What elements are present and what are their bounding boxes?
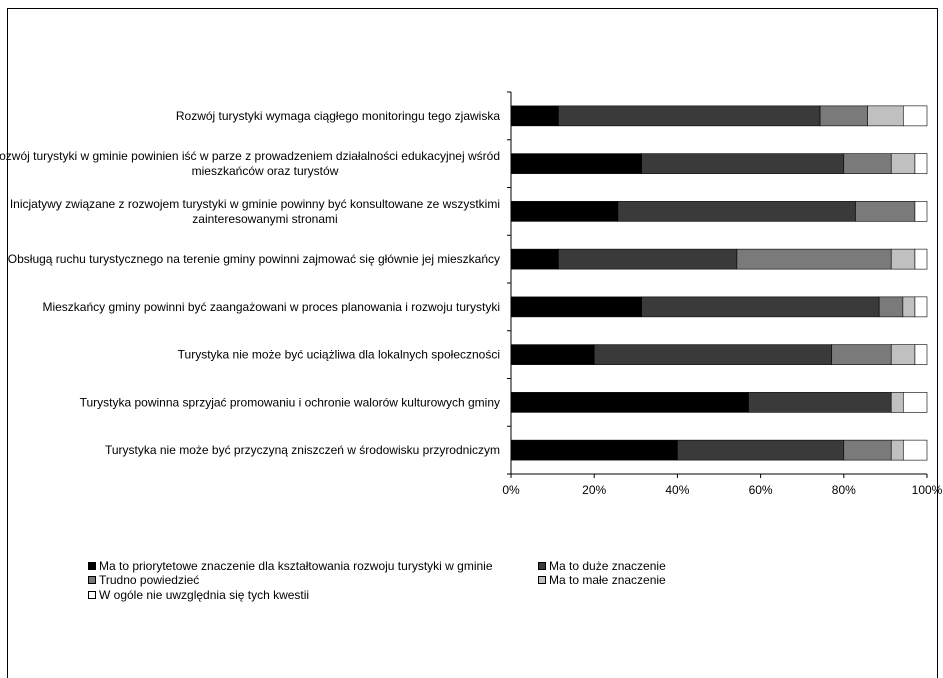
legend-label: Ma to małe znaczenie bbox=[549, 573, 666, 587]
x-tick-label: 40% bbox=[665, 483, 689, 497]
bar-segment bbox=[819, 105, 868, 127]
legend-label: Ma to priorytetowe znaczenie dla kształt… bbox=[99, 559, 493, 573]
bar-segment bbox=[855, 201, 916, 222]
bar-segment bbox=[558, 248, 738, 270]
bar-segment bbox=[641, 296, 880, 318]
bar-segment bbox=[677, 439, 845, 461]
stacked-bar-chart: Rozwój turystyki wymaga ciągłego monitor… bbox=[0, 91, 943, 497]
bar-segment bbox=[914, 153, 928, 174]
category-label: mieszkańców oraz turystów bbox=[192, 164, 339, 178]
legend-item-3: Ma to małe znaczenie bbox=[538, 573, 666, 587]
bar-segment bbox=[890, 153, 916, 174]
bar-segment bbox=[843, 153, 892, 174]
bar-segment bbox=[558, 105, 821, 127]
x-tick-label: 20% bbox=[582, 483, 606, 497]
bar-segment bbox=[890, 439, 904, 461]
category-label: Obsługą ruchu turystycznego na terenie g… bbox=[8, 252, 500, 266]
bar-segment bbox=[510, 344, 595, 365]
bar-segment bbox=[902, 392, 928, 413]
bar-segment bbox=[510, 392, 749, 413]
legend-label: W ogóle nie uwzględnia się tych kwestii bbox=[99, 588, 310, 602]
bar-segment bbox=[510, 105, 559, 127]
bar-segment bbox=[890, 392, 904, 413]
bar-segment bbox=[843, 439, 892, 461]
x-tick-label: 60% bbox=[749, 483, 773, 497]
chart-frame bbox=[7, 8, 938, 678]
bar-segment bbox=[914, 248, 928, 270]
bar-segment bbox=[748, 392, 892, 413]
bar-segment bbox=[867, 105, 904, 127]
bar-segment bbox=[831, 344, 892, 365]
legend-swatch bbox=[538, 576, 546, 584]
bar-segment bbox=[878, 296, 904, 318]
legend-swatch bbox=[88, 591, 96, 599]
x-tick-label: 0% bbox=[502, 483, 520, 497]
legend-label: Trudno powiedzieć bbox=[99, 573, 200, 587]
bar-segment bbox=[890, 248, 916, 270]
legend-item-2: Trudno powiedzieć bbox=[88, 573, 199, 587]
bar-segment bbox=[510, 248, 559, 270]
legend-swatch bbox=[88, 576, 96, 584]
legend-label: Ma to duże znaczenie bbox=[549, 559, 666, 573]
bar-segment bbox=[593, 344, 833, 365]
category-label: Turystyka powinna sprzyjać promowaniu i … bbox=[80, 395, 500, 409]
bar-segment bbox=[902, 105, 928, 127]
legend-item-1: Ma to duże znaczenie bbox=[538, 559, 666, 573]
bar-segment bbox=[510, 201, 619, 222]
legend-item-0: Ma to priorytetowe znaczenie dla kształt… bbox=[88, 559, 493, 573]
bar-segment bbox=[641, 153, 845, 174]
category-label: Rozwój turystyki w gminie powinien iść w… bbox=[0, 149, 500, 163]
category-label: Inicjatywy związane z rozwojem turystyki… bbox=[10, 197, 500, 211]
bar-segment bbox=[902, 296, 916, 318]
bar-segment bbox=[510, 439, 678, 461]
x-tick-label: 80% bbox=[832, 483, 856, 497]
bar-segment bbox=[914, 201, 928, 222]
legend-swatch bbox=[88, 562, 96, 570]
bar-segment bbox=[736, 248, 892, 270]
bar-segment bbox=[902, 439, 928, 461]
bar-segment bbox=[510, 153, 642, 174]
x-tick-label: 100% bbox=[912, 483, 943, 497]
category-label: Turystyka nie może być przyczyną zniszcz… bbox=[105, 443, 500, 457]
bar-segment bbox=[617, 201, 856, 222]
legend-item-4: W ogóle nie uwzględnia się tych kwestii bbox=[88, 588, 309, 602]
category-label: Turystyka nie może być uciążliwa dla lok… bbox=[178, 348, 500, 362]
category-label: Rozwój turystyki wymaga ciągłego monitor… bbox=[176, 109, 500, 123]
bar-segment bbox=[914, 344, 928, 365]
bar-segment bbox=[510, 296, 642, 318]
category-label: Mieszkańcy gminy powinni być zaangażowan… bbox=[42, 300, 500, 314]
legend-swatch bbox=[538, 562, 546, 570]
bar-segment bbox=[914, 296, 928, 318]
bar-segment bbox=[890, 344, 916, 365]
category-label: zainteresowanymi stronami bbox=[192, 212, 337, 226]
